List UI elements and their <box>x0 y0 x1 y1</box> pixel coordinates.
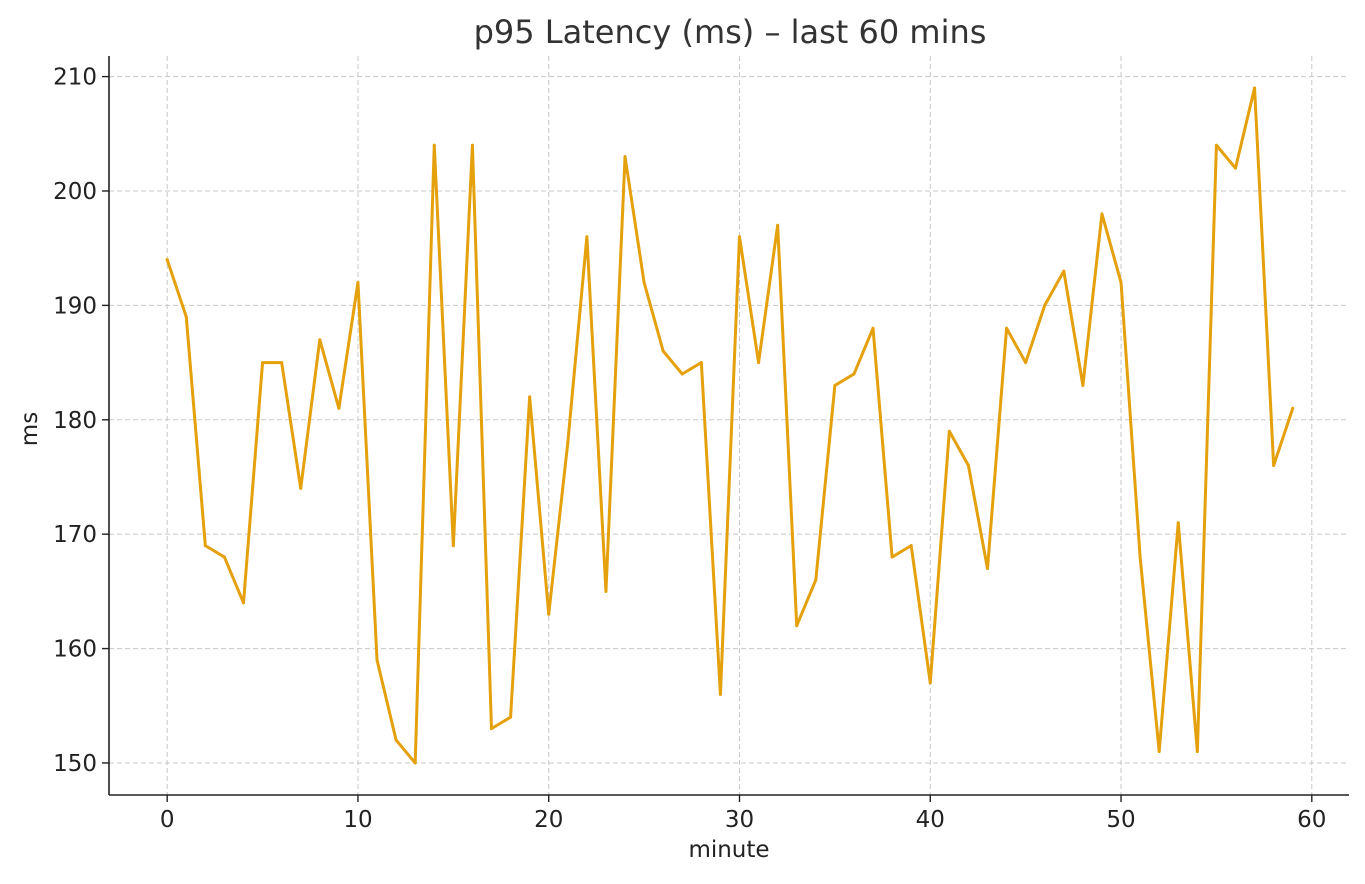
data-point <box>737 235 741 239</box>
data-point <box>203 544 207 548</box>
axes <box>108 56 1349 796</box>
y-axis-label: ms <box>17 412 43 446</box>
data-point <box>623 155 627 159</box>
series-layer <box>165 86 1295 765</box>
data-point <box>642 281 646 284</box>
y-tick-label: 150 <box>53 751 97 777</box>
y-tick-label: 210 <box>53 65 97 91</box>
data-point <box>890 555 894 559</box>
data-point <box>528 395 532 399</box>
data-point <box>451 544 455 548</box>
grid <box>109 56 1349 795</box>
series-line <box>165 86 1295 765</box>
data-point <box>337 406 341 410</box>
data-point <box>1253 86 1257 90</box>
data-point <box>356 281 360 284</box>
data-point <box>852 372 856 376</box>
data-point <box>547 612 551 616</box>
y-tick-label: 160 <box>53 637 97 663</box>
data-point <box>184 315 188 319</box>
x-tick-label: 0 <box>160 807 175 833</box>
data-point <box>566 441 570 445</box>
data-point <box>318 338 322 342</box>
data-point <box>509 715 513 719</box>
data-point <box>1062 269 1066 273</box>
data-point <box>833 383 837 387</box>
data-point <box>661 349 665 353</box>
data-point <box>604 589 608 593</box>
data-point <box>1081 383 1085 387</box>
data-point <box>1272 464 1276 468</box>
x-axis-ticks: 0 10 20 30 40 50 60 <box>160 795 1326 833</box>
data-point <box>1100 212 1104 216</box>
data-point <box>909 544 913 548</box>
x-axis-label: minute <box>688 837 769 863</box>
data-point <box>394 738 398 742</box>
data-point <box>928 681 932 685</box>
data-point <box>699 361 703 365</box>
data-point <box>718 692 722 696</box>
data-point <box>871 326 875 330</box>
data-point <box>776 223 780 227</box>
data-point <box>947 429 951 433</box>
data-point <box>757 361 761 365</box>
x-tick-label: 50 <box>1106 807 1135 833</box>
data-point <box>814 578 818 582</box>
data-point <box>966 464 970 468</box>
y-tick-label: 190 <box>53 293 97 319</box>
x-tick-label: 40 <box>916 807 945 833</box>
data-point <box>1291 406 1295 410</box>
data-point <box>795 624 799 628</box>
data-point <box>985 567 989 570</box>
y-tick-label: 200 <box>53 179 97 205</box>
data-point <box>280 361 284 365</box>
data-point <box>165 258 169 262</box>
data-point <box>413 761 417 765</box>
data-point <box>241 601 245 605</box>
data-point <box>585 235 589 239</box>
data-point <box>1176 521 1180 525</box>
data-point <box>489 727 493 731</box>
x-tick-label: 20 <box>534 807 563 833</box>
data-point <box>299 486 303 490</box>
y-axis-ticks: 150 160 170 180 190 200 210 <box>53 65 109 777</box>
data-point <box>470 143 474 147</box>
data-point <box>261 361 265 365</box>
x-tick-label: 30 <box>725 807 754 833</box>
x-tick-label: 10 <box>343 807 372 833</box>
data-point <box>222 555 226 559</box>
data-point <box>1024 361 1028 365</box>
chart-title: p95 Latency (ms) – last 60 mins <box>474 13 987 51</box>
y-tick-label: 180 <box>53 408 97 434</box>
data-point <box>375 658 379 662</box>
data-point <box>1005 326 1009 330</box>
data-point <box>680 372 684 376</box>
data-point <box>1233 166 1237 170</box>
data-point <box>1157 750 1161 754</box>
data-point <box>1138 555 1142 559</box>
data-point <box>1195 750 1199 754</box>
data-point <box>432 143 436 147</box>
y-tick-label: 170 <box>53 522 97 548</box>
x-tick-label: 60 <box>1297 807 1326 833</box>
data-point <box>1119 281 1123 284</box>
data-point <box>1043 303 1047 307</box>
data-point <box>1214 143 1218 147</box>
